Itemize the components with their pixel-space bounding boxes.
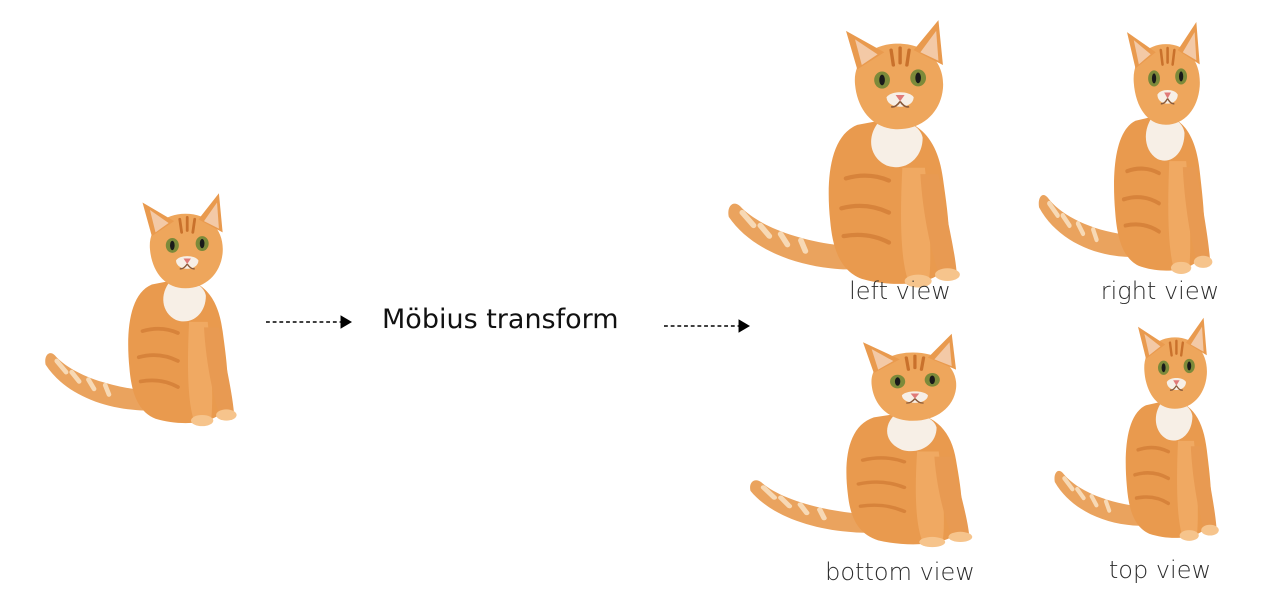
- top-view-label: top view: [1108, 556, 1212, 584]
- cat-icon: [722, 18, 970, 296]
- left-view-label: left view: [849, 277, 951, 305]
- cat-icon: [40, 190, 245, 435]
- source-cat-image: [40, 190, 245, 435]
- cat-icon: [1050, 316, 1226, 548]
- bottom-view-cat-image: [744, 332, 982, 554]
- cat-icon: [1034, 20, 1220, 282]
- dashed-arrow-right-icon: [266, 312, 352, 332]
- cat-icon: [744, 332, 982, 554]
- dashed-arrow-right-icon: [664, 316, 750, 336]
- left-view-cat-image: [722, 18, 970, 296]
- bottom-view-label: bottom view: [825, 558, 975, 586]
- right-view-label: right view: [1100, 277, 1220, 305]
- process-label: Möbius transform: [382, 304, 619, 335]
- top-view-cat-image: [1050, 316, 1226, 548]
- right-view-cat-image: [1034, 20, 1220, 282]
